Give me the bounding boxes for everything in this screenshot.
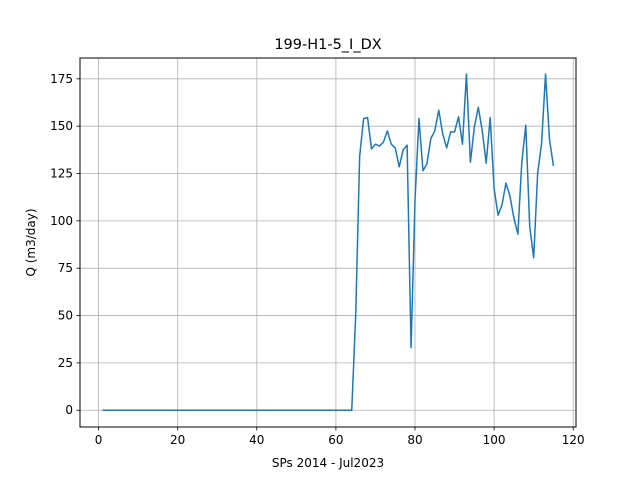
- x-tick-label: 60: [328, 433, 343, 447]
- x-tick-label: 80: [407, 433, 422, 447]
- chart-title: 199-H1-5_I_DX: [274, 37, 381, 53]
- y-axis-label: Q (m3/day): [24, 208, 38, 276]
- x-axis-ticks: 0 20 40 60 80 100 120: [95, 427, 585, 447]
- y-tick-label: 25: [58, 356, 73, 370]
- y-tick-label: 125: [50, 167, 73, 181]
- x-tick-label: 20: [170, 433, 185, 447]
- plot-series: [102, 73, 555, 411]
- y-tick-label: 75: [58, 261, 73, 275]
- y-tick-label: 100: [50, 214, 73, 228]
- x-tick-label: 100: [483, 433, 506, 447]
- y-tick-label: 175: [50, 72, 73, 86]
- y-tick-label: 150: [50, 119, 73, 133]
- x-tick-label: 0: [95, 433, 103, 447]
- y-tick-label: 0: [65, 403, 73, 417]
- x-tick-label: 40: [249, 433, 264, 447]
- y-tick-label: 50: [58, 309, 73, 323]
- x-axis-label: SPs 2014 - Jul2023: [272, 456, 384, 470]
- plot-frame: [79, 57, 577, 428]
- y-axis-ticks: 0 25 50 75 100 125 150 175: [50, 72, 80, 417]
- x-tick-label: 120: [562, 433, 585, 447]
- series-line-0: [102, 73, 555, 411]
